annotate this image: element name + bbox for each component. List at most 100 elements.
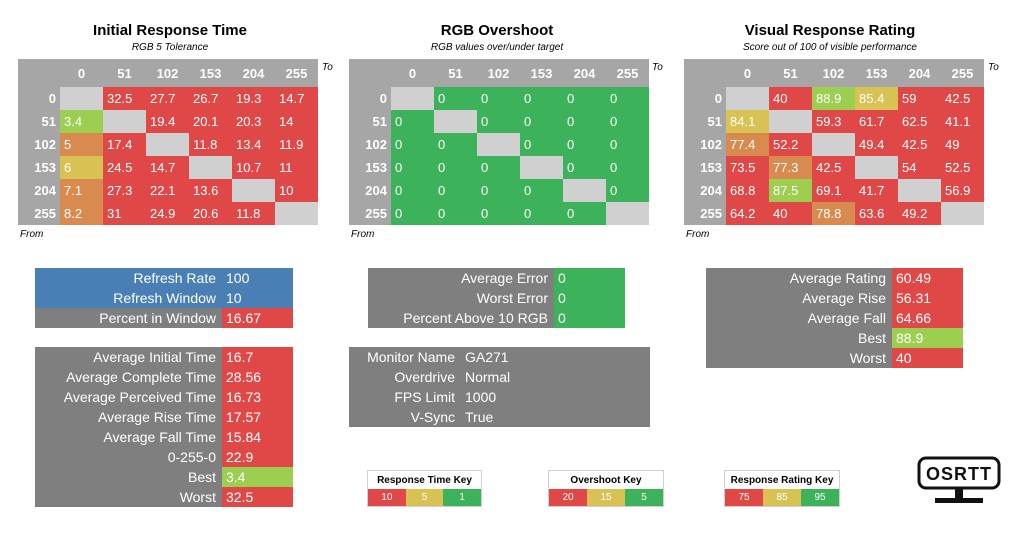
heatmap-cell: 0 (563, 110, 606, 133)
panel-title-visual-rating: Visual Response Rating (744, 22, 916, 39)
stat-value: 0 (554, 268, 625, 288)
heatmap-cell: 0 (434, 202, 477, 225)
panel-title-initial-response: Initial Response Time (93, 22, 247, 39)
stat-value: 22.9 (222, 447, 293, 467)
error-stats-table: Average Error 0 Worst Error 0 Percent Above … (368, 268, 625, 328)
column-header: 51 (117, 65, 132, 81)
grid-corner (18, 59, 60, 87)
heatmap-cell: 10.7 (232, 156, 275, 179)
heatmap-cell: 0 (563, 202, 606, 225)
heatmap-cell: 0 (391, 110, 434, 133)
response-time-key: Response Time Key 10 5 1 (367, 470, 482, 507)
svg-text:OSRTT: OSRTT (926, 464, 992, 484)
stat-label: Best (706, 328, 892, 348)
heatmap-cell: 0 (520, 179, 563, 202)
heatmap-cell: 0 (477, 156, 520, 179)
key-swatch: 15 (587, 489, 625, 506)
key-swatches: 10 5 1 (368, 489, 482, 506)
stat-label: Average Perceived Time (35, 387, 222, 407)
heatmap-cell: 24.9 (146, 202, 189, 225)
key-swatches: 75 85 95 (725, 489, 839, 506)
heatmap-cell-empty (769, 110, 812, 133)
heatmap-cell: 49.4 (855, 133, 898, 156)
heatmap-cell: 69.1 (812, 179, 855, 202)
stat-label: Worst (35, 487, 222, 507)
monitor-info-table: Monitor Name GA271 Overdrive Normal FPS Limi… (349, 347, 650, 427)
heatmap-cell: 20.3 (232, 110, 275, 133)
column-header: 0 (408, 65, 417, 81)
heatmap-cell: 0 (391, 133, 434, 156)
heatmap-cell: 11.8 (232, 202, 275, 225)
heatmap-cell: 11.8 (189, 133, 232, 156)
heatmap-cell: 8.2 (60, 202, 103, 225)
from-axis-label: From (351, 229, 375, 240)
stat-value: 56.31 (892, 288, 963, 308)
heatmap-cell: 63.6 (855, 202, 898, 225)
row-header: 255 (34, 206, 56, 221)
heatmap-cell: 0 (520, 87, 563, 110)
row-header: 102 (34, 137, 56, 152)
heatmap-cell: 54 (898, 156, 941, 179)
heatmap-cell: 14.7 (146, 156, 189, 179)
column-header: 153 (530, 65, 553, 81)
column-header: 255 (951, 65, 974, 81)
key-swatches: 20 15 5 (549, 489, 663, 506)
response-time-stats-table: Average Initial Time 16.7 Average Complete… (35, 347, 293, 507)
stat-label: Percent Above 10 RGB (368, 308, 554, 328)
key-swatch: 1 (443, 489, 482, 506)
heatmap-cell: 0 (563, 133, 606, 156)
heatmap-cell: 13.4 (232, 133, 275, 156)
heatmap-cell: 0 (434, 87, 477, 110)
heatmap-cell: 77.3 (769, 156, 812, 179)
to-axis-label: To (322, 62, 333, 73)
column-header: 0 (77, 65, 86, 81)
heatmap-cell: 0 (477, 87, 520, 110)
heatmap-cell: 26.7 (189, 87, 232, 110)
heatmap-cell: 68.8 (726, 179, 769, 202)
row-header: 255 (365, 206, 387, 221)
stat-label: Average Fall (706, 308, 892, 328)
refresh-stats-table: Refresh Rate 100 Refresh Window 10 Percent i… (35, 268, 293, 328)
stat-label: Refresh Window (35, 288, 222, 308)
heatmap-cell: 64.2 (726, 202, 769, 225)
key-swatch: 10 (368, 489, 406, 506)
heatmap-cell: 3.4 (60, 110, 103, 133)
heatmap-cell: 0 (520, 133, 563, 156)
key-swatch: 5 (625, 489, 663, 506)
key-title: Response Time Key (377, 475, 472, 486)
heatmap-cell: 40 (769, 202, 812, 225)
heatmap-cell: 27.3 (103, 179, 146, 202)
heatmap-cell-empty (941, 202, 984, 225)
key-title: Overshoot Key (570, 475, 642, 486)
heatmap-cell: 77.4 (726, 133, 769, 156)
heatmap-cell: 73.5 (726, 156, 769, 179)
grid-corner (349, 59, 391, 87)
heatmap-cell: 0 (520, 110, 563, 133)
heatmap-cell: 0 (606, 179, 649, 202)
to-axis-label: To (652, 62, 663, 73)
column-header: 204 (908, 65, 931, 81)
osrtt-logo: OSRTT (917, 456, 1003, 512)
heatmap-cell: 11 (275, 156, 318, 179)
heatmap-cell: 7.1 (60, 179, 103, 202)
heatmap-cell: 85.4 (855, 87, 898, 110)
stat-label: Average Error (368, 268, 554, 288)
stat-value: 0 (554, 288, 625, 308)
heatmap-cell-empty (520, 156, 563, 179)
stat-value: 17.57 (222, 407, 293, 427)
stat-label: Best (35, 467, 222, 487)
heatmap-cell: 61.7 (855, 110, 898, 133)
heatmap-cell: 19.3 (232, 87, 275, 110)
info-value: GA271 (465, 349, 509, 365)
info-label: Monitor Name (367, 349, 455, 365)
heatmap-cell: 19.4 (146, 110, 189, 133)
column-header: 0 (743, 65, 752, 81)
stat-label: Percent in Window (35, 308, 222, 328)
heatmap-cell-empty (434, 110, 477, 133)
column-header: 204 (573, 65, 596, 81)
heatmap-cell: 5 (60, 133, 103, 156)
heatmap-cell: 31 (103, 202, 146, 225)
heatmap-cell-empty (855, 156, 898, 179)
stat-label: Average Fall Time (35, 427, 222, 447)
heatmap-cell-empty (189, 156, 232, 179)
